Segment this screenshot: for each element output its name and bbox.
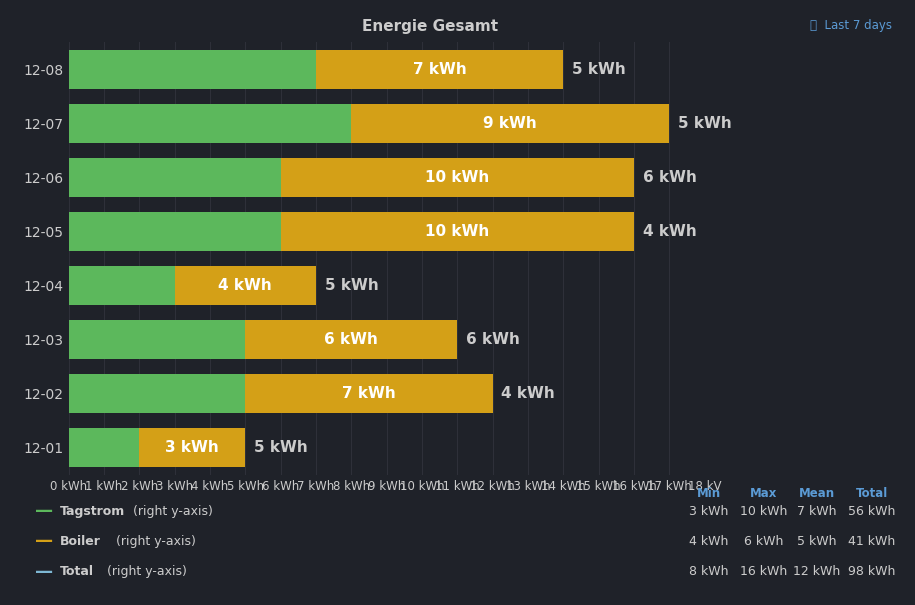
Text: —: — [35, 502, 53, 520]
Text: 6 kWh: 6 kWh [324, 332, 378, 347]
Text: 5 kWh: 5 kWh [678, 116, 732, 131]
Bar [69, 212, 281, 251]
Text: 4 kWh: 4 kWh [689, 535, 729, 548]
Text: Total: Total [856, 487, 888, 500]
Text: 9 kWh: 9 kWh [483, 116, 537, 131]
Bar [69, 374, 245, 413]
Text: Mean: Mean [799, 487, 835, 500]
Text: Total: Total [59, 565, 93, 578]
Bar [351, 104, 669, 143]
Text: 4 kWh: 4 kWh [501, 387, 555, 401]
Text: Energie Gesamt: Energie Gesamt [362, 19, 498, 34]
Bar [69, 50, 316, 89]
Text: 7 kWh: 7 kWh [797, 505, 837, 518]
Text: (right y-axis): (right y-axis) [112, 535, 196, 548]
Text: 7 kWh: 7 kWh [413, 62, 467, 77]
Text: 4 kWh: 4 kWh [219, 278, 272, 293]
Bar [245, 320, 458, 359]
Text: —: — [35, 532, 53, 551]
Text: (right y-axis): (right y-axis) [102, 565, 187, 578]
Bar [316, 50, 564, 89]
Text: 41 kWh: 41 kWh [848, 535, 896, 548]
Text: 10 kWh: 10 kWh [425, 224, 490, 239]
Text: Boiler: Boiler [59, 535, 101, 548]
Text: 4 kWh: 4 kWh [642, 224, 696, 239]
Text: 8 kWh: 8 kWh [689, 565, 729, 578]
Text: 6 kWh: 6 kWh [466, 332, 520, 347]
Text: 10 kWh: 10 kWh [740, 505, 788, 518]
Text: 10 kWh: 10 kWh [425, 170, 490, 185]
Text: 3 kWh: 3 kWh [166, 440, 220, 456]
Text: 56 kWh: 56 kWh [848, 505, 896, 518]
Bar [281, 158, 634, 197]
Text: 6 kWh: 6 kWh [744, 535, 784, 548]
Text: 7 kWh: 7 kWh [342, 387, 396, 401]
Bar [69, 320, 245, 359]
Text: (right y-axis): (right y-axis) [129, 505, 213, 518]
Bar [69, 266, 175, 305]
Text: 16 kWh: 16 kWh [740, 565, 788, 578]
Bar [245, 374, 492, 413]
Text: 5 kWh: 5 kWh [325, 278, 379, 293]
Text: 3 kWh: 3 kWh [689, 505, 729, 518]
Text: 6 kWh: 6 kWh [642, 170, 696, 185]
Text: Max: Max [750, 487, 778, 500]
Text: Tagstrom: Tagstrom [59, 505, 124, 518]
Text: Min: Min [697, 487, 721, 500]
Text: 5 kWh: 5 kWh [572, 62, 626, 77]
Bar [281, 212, 634, 251]
Bar [69, 104, 351, 143]
Bar [139, 428, 245, 467]
Bar [175, 266, 316, 305]
Text: 5 kWh: 5 kWh [797, 535, 837, 548]
Text: ⓘ  Last 7 days: ⓘ Last 7 days [810, 19, 892, 32]
Text: —: — [35, 563, 53, 581]
Text: 12 kWh: 12 kWh [793, 565, 841, 578]
Text: 5 kWh: 5 kWh [254, 440, 307, 456]
Bar [69, 428, 139, 467]
Bar [69, 158, 281, 197]
Text: 98 kWh: 98 kWh [848, 565, 896, 578]
